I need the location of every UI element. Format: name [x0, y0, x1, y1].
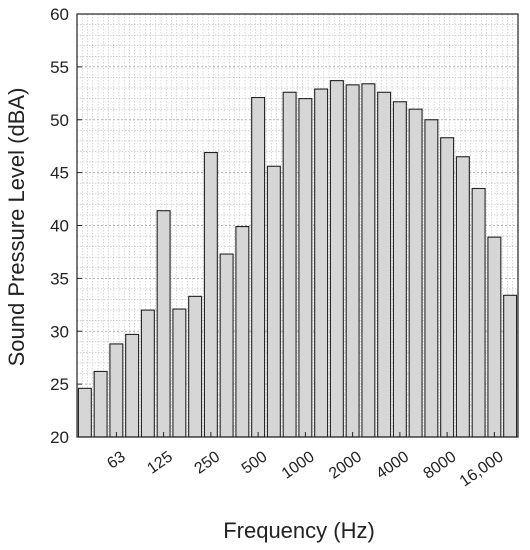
y-tick-label: 20 — [50, 428, 69, 447]
x-tick-label: 500 — [239, 448, 271, 477]
bar-400 — [235, 226, 250, 438]
bar-50 — [93, 370, 108, 438]
bar-8000 — [440, 137, 455, 438]
bar-630 — [266, 165, 281, 438]
bar-1000 — [298, 98, 313, 438]
bar-2000 — [345, 84, 360, 438]
y-tick-label: 40 — [50, 217, 69, 236]
y-axis-label: Sound Pressure Level (dBA) — [4, 88, 29, 367]
x-tick-label: 8000 — [421, 448, 460, 482]
bar-80 — [125, 333, 140, 438]
bar-1250 — [314, 88, 329, 438]
x-axis-label: Frequency (Hz) — [223, 518, 375, 543]
bar-5000 — [408, 108, 423, 438]
bar-40 — [77, 387, 92, 438]
x-tick-label: 1000 — [279, 448, 318, 482]
x-tick-label: 4000 — [373, 448, 412, 482]
bar-500 — [251, 96, 266, 438]
bar-3150 — [377, 91, 392, 438]
bar-800 — [282, 91, 297, 438]
y-tick-label: 30 — [50, 322, 69, 341]
x-tick-label: 63 — [104, 448, 128, 472]
bar-125 — [156, 210, 171, 438]
x-tick-label: 125 — [144, 448, 176, 477]
bar-160 — [172, 308, 187, 438]
bar-10000 — [455, 156, 470, 438]
y-tick-label: 55 — [50, 58, 69, 77]
bar-315 — [219, 253, 234, 438]
y-tick-label: 60 — [50, 5, 69, 24]
bar-12500 — [471, 187, 486, 438]
y-tick-label: 45 — [50, 164, 69, 183]
y-tick-label: 25 — [50, 375, 69, 394]
y-axis-ticks: 20 25 30 35 40 45 50 55 60 — [50, 5, 82, 447]
bar-1600 — [329, 80, 344, 438]
bar-2500 — [361, 83, 376, 438]
bar-100 — [140, 309, 155, 438]
bar-63 — [109, 343, 124, 438]
y-tick-label: 50 — [50, 111, 69, 130]
bar-4000 — [392, 101, 407, 438]
bar-20000 — [503, 294, 518, 438]
y-tick-label: 35 — [50, 269, 69, 288]
x-tick-label: 250 — [192, 448, 224, 477]
bar-200 — [188, 295, 203, 438]
x-tick-label: 16,000 — [457, 448, 507, 490]
x-tick-label: 2000 — [326, 448, 365, 482]
bar-16,000 — [487, 236, 502, 438]
bar-6300 — [424, 119, 439, 438]
bar-250 — [203, 151, 218, 438]
